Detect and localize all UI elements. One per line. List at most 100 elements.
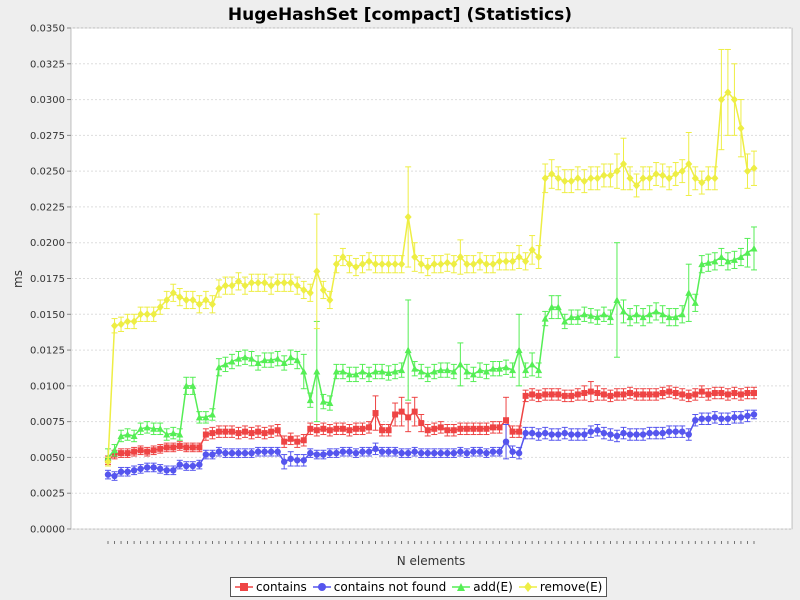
data-point	[202, 413, 210, 421]
data-point	[137, 465, 144, 473]
data-point	[476, 257, 484, 266]
y-tick-label: 0.0350	[30, 24, 65, 35]
data-point	[561, 317, 569, 325]
data-point	[535, 392, 542, 399]
data-point	[698, 178, 706, 187]
data-point	[398, 260, 406, 269]
data-point	[489, 260, 497, 269]
data-point	[137, 425, 145, 432]
data-point	[672, 390, 679, 397]
y-axis-label: ms	[11, 270, 25, 288]
data-point	[470, 425, 477, 432]
data-point	[398, 366, 406, 374]
data-point	[144, 448, 151, 455]
data-point	[221, 360, 229, 368]
legend-label: add(E)	[473, 580, 513, 594]
data-point	[724, 415, 732, 422]
data-point	[705, 415, 712, 422]
data-point	[352, 425, 359, 432]
data-point	[581, 431, 588, 438]
data-point	[326, 399, 334, 407]
data-point	[352, 370, 360, 378]
data-point	[659, 390, 666, 397]
data-point	[502, 438, 510, 445]
data-point	[189, 295, 197, 304]
data-point	[450, 368, 458, 375]
data-point	[639, 431, 647, 438]
series-contains-not-found	[104, 409, 758, 481]
data-point	[463, 449, 471, 457]
data-point	[639, 174, 647, 183]
data-point	[750, 164, 758, 173]
data-point	[529, 391, 536, 398]
data-point	[463, 425, 470, 432]
data-point	[730, 95, 738, 104]
data-point	[619, 159, 627, 168]
data-point	[261, 356, 269, 364]
data-point	[743, 167, 751, 176]
data-point	[333, 425, 340, 432]
diamond-marker-icon	[518, 582, 537, 592]
data-point	[241, 281, 249, 290]
data-point	[372, 410, 379, 417]
data-point	[437, 449, 444, 457]
data-point	[482, 260, 490, 269]
data-point	[150, 310, 158, 319]
data-point	[626, 313, 634, 321]
data-point	[345, 370, 353, 378]
data-point	[424, 263, 432, 272]
data-point	[111, 446, 119, 454]
data-point	[287, 455, 294, 463]
data-point	[456, 360, 464, 368]
data-point	[679, 428, 686, 435]
data-point	[496, 424, 503, 431]
data-point	[326, 427, 333, 434]
data-point	[195, 300, 203, 309]
data-point	[711, 414, 719, 421]
data-point	[326, 295, 334, 304]
data-point	[437, 366, 445, 374]
data-point	[606, 313, 614, 321]
data-point	[672, 313, 680, 321]
data-point	[515, 346, 523, 354]
data-point	[332, 368, 340, 375]
data-point	[711, 257, 719, 265]
data-point	[476, 366, 484, 374]
circle-marker-icon	[312, 583, 331, 591]
legend-item-remove: remove(E)	[518, 580, 602, 594]
data-point	[424, 370, 432, 378]
data-point	[522, 257, 530, 266]
data-point	[679, 391, 686, 398]
data-point	[574, 391, 581, 398]
data-point	[365, 257, 373, 266]
data-point	[202, 295, 210, 304]
data-point	[626, 174, 634, 183]
data-point	[443, 258, 451, 267]
data-point	[150, 425, 158, 432]
legend-label: contains	[256, 580, 307, 594]
data-point	[235, 449, 242, 457]
data-point	[600, 429, 608, 437]
data-point	[633, 310, 641, 318]
data-point	[522, 392, 529, 399]
triangle-marker-icon	[452, 583, 471, 591]
data-point	[241, 449, 249, 457]
data-point	[157, 445, 164, 452]
data-point	[228, 428, 235, 435]
data-point	[619, 307, 627, 315]
data-point	[430, 368, 438, 375]
data-point	[182, 295, 190, 304]
data-point	[352, 263, 360, 272]
data-point	[345, 260, 353, 269]
y-tick-label: 0.0275	[30, 131, 65, 142]
data-point	[124, 431, 132, 438]
data-point	[143, 464, 151, 471]
data-point	[235, 355, 243, 362]
data-point	[470, 448, 477, 455]
data-point	[685, 392, 692, 399]
data-point	[255, 428, 262, 435]
data-point	[567, 313, 575, 321]
data-point	[443, 366, 451, 374]
data-point	[607, 431, 614, 438]
data-point	[450, 260, 458, 269]
